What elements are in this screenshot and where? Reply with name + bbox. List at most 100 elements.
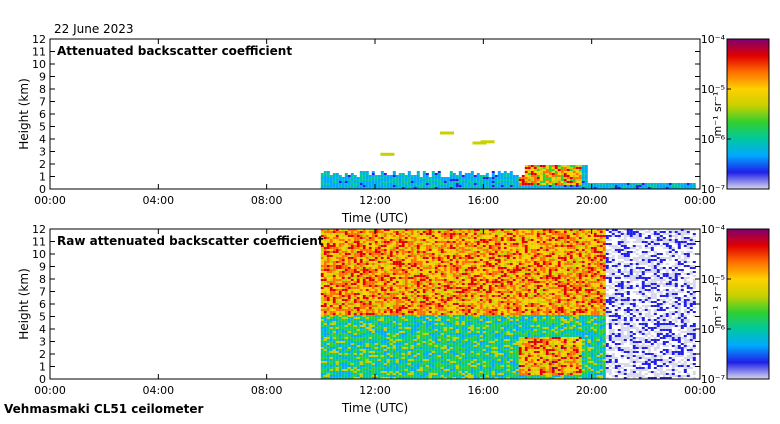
data-cell (384, 297, 387, 299)
data-cell (447, 343, 450, 345)
data-cell (411, 231, 414, 233)
data-cell (381, 293, 384, 295)
data-cell (447, 347, 450, 349)
data-cell (393, 289, 396, 291)
data-cell (471, 345, 474, 347)
data-cell (414, 269, 417, 271)
data-cell (456, 309, 459, 311)
data-cell (453, 315, 456, 317)
data-cell (369, 243, 372, 245)
data-cell (477, 241, 480, 243)
data-cell (321, 367, 324, 369)
data-cell (423, 235, 426, 237)
data-cell (372, 287, 375, 289)
data-cell (342, 329, 345, 331)
data-cell (324, 267, 327, 269)
data-cell (369, 177, 372, 179)
data-cell (474, 341, 477, 343)
data-cell (462, 287, 465, 289)
data-cell (549, 181, 552, 183)
data-cell (477, 253, 480, 255)
data-cell (351, 259, 354, 261)
data-cell (402, 281, 405, 283)
data-cell (336, 173, 339, 175)
data-cell (438, 299, 441, 301)
data-cell (333, 275, 336, 277)
data-cell (360, 243, 363, 245)
data-cell (390, 317, 393, 319)
data-cell (327, 357, 330, 359)
data-cell (393, 257, 396, 259)
data-cell (471, 301, 474, 303)
data-cell (369, 185, 372, 187)
data-cell (396, 355, 399, 357)
data-cell (396, 297, 399, 299)
data-cell (342, 369, 345, 371)
data-cell (465, 367, 468, 369)
data-cell (396, 257, 399, 259)
data-cell (474, 251, 477, 253)
data-cell (327, 299, 330, 301)
data-cell (366, 171, 369, 173)
data-cell (450, 281, 453, 283)
data-cell (360, 333, 363, 335)
data-cell (417, 355, 420, 357)
data-cell (360, 287, 363, 289)
data-cell (330, 313, 333, 315)
data-cell (372, 333, 375, 335)
data-cell (459, 375, 462, 377)
data-cell (426, 313, 429, 315)
data-cell (405, 241, 408, 243)
data-cell (372, 277, 375, 279)
data-cell (465, 179, 468, 181)
data-cell (417, 313, 420, 315)
data-cell (420, 245, 423, 247)
data-cell (390, 259, 393, 261)
data-cell (366, 261, 369, 263)
data-cell (342, 249, 345, 251)
data-cell (360, 267, 363, 269)
data-cell (393, 231, 396, 233)
data-cell (387, 289, 390, 291)
data-cell (453, 297, 456, 299)
data-cell (450, 265, 453, 267)
data-cell (399, 345, 402, 347)
data-cell (429, 257, 432, 259)
data-cell (474, 235, 477, 237)
data-cell (450, 183, 453, 185)
data-cell (348, 339, 351, 341)
data-cell (429, 293, 432, 295)
data-cell (378, 257, 381, 259)
data-cell (537, 181, 540, 183)
data-cell (405, 277, 408, 279)
data-cell (405, 333, 408, 335)
data-cell (417, 353, 420, 355)
data-cell (468, 261, 471, 263)
data-cell (426, 315, 429, 317)
data-cell (378, 309, 381, 311)
data-cell (471, 319, 474, 321)
data-cell (324, 357, 327, 359)
data-cell (339, 307, 342, 309)
data-cell (363, 353, 366, 355)
data-cell (438, 183, 441, 185)
data-cell (432, 337, 435, 339)
data-cell (366, 267, 369, 269)
data-cell (345, 333, 348, 335)
data-cell (339, 249, 342, 251)
data-cell (405, 175, 408, 177)
data-cell (408, 287, 411, 289)
data-cell (471, 231, 474, 233)
data-cell (465, 299, 468, 301)
data-cell (417, 343, 420, 345)
data-cell (453, 349, 456, 351)
data-cell (372, 371, 375, 373)
data-cell (420, 355, 423, 357)
data-cell (402, 329, 405, 331)
data-cell (414, 239, 417, 241)
data-cell (459, 355, 462, 357)
data-cell (456, 283, 459, 285)
data-cell (459, 237, 462, 239)
data-cell (408, 355, 411, 357)
data-cell (408, 241, 411, 243)
